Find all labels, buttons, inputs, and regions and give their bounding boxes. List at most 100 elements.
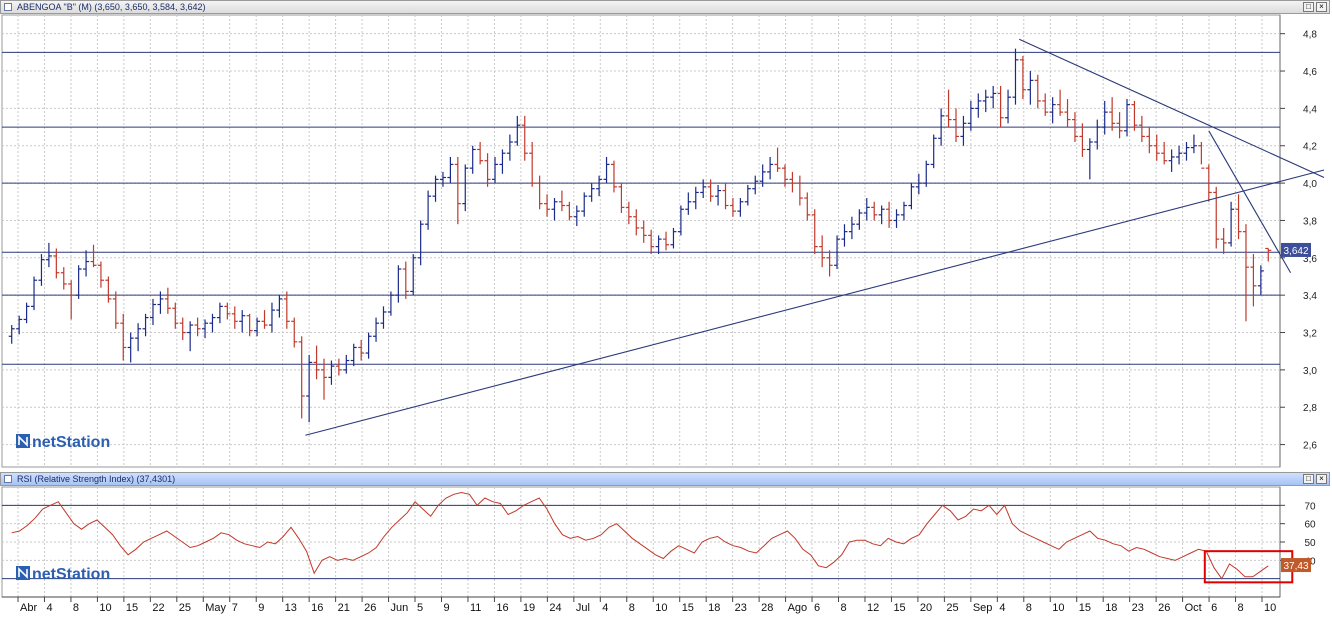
ohlc-bar: [492, 156, 499, 184]
ohlc-bar: [1131, 100, 1138, 131]
ohlc-bar: [1027, 71, 1034, 105]
ohlc-bar: [410, 254, 417, 296]
ohlc-bar: [558, 190, 565, 212]
x-tick-label: 20: [920, 602, 932, 614]
netstation-logo-main: netStation: [16, 434, 110, 451]
close-icon[interactable]: ×: [1316, 2, 1327, 12]
x-tick-label: 21: [338, 602, 350, 614]
ohlc-bar: [1205, 164, 1212, 202]
ohlc-bar: [848, 216, 855, 240]
ohlc-bar: [90, 244, 97, 268]
x-tick-label: 18: [708, 602, 720, 614]
ohlc-bar: [826, 250, 833, 277]
ohlc-bar: [960, 115, 967, 146]
x-tick-label: 25: [946, 602, 958, 614]
ohlc-bar: [276, 295, 283, 318]
x-tick-label: 4: [602, 602, 608, 614]
x-tick-label: 19: [523, 602, 535, 614]
ohlc-bar: [1235, 194, 1242, 240]
ohlc-bar: [373, 317, 380, 342]
x-tick-label: 6: [814, 602, 820, 614]
ohlc-bar: [38, 254, 45, 286]
ohlc-bar: [335, 358, 342, 376]
ohlc-bar: [603, 156, 610, 184]
price-last-value: 3,642: [1283, 246, 1308, 257]
ohlc-bar: [417, 220, 424, 266]
main-panel-titlebar: ABENGOA "B" (M) (3,650, 3,650, 3,584, 3,…: [0, 0, 1330, 14]
ohlc-bar: [380, 306, 387, 329]
ohlc-bar: [454, 156, 461, 225]
ohlc-bar: [982, 89, 989, 113]
netstation-logo-n-icon: [18, 567, 28, 579]
rsi-plot-area: [1, 486, 1281, 598]
window-icon: [4, 3, 12, 11]
x-tick-label: 23: [1132, 602, 1144, 614]
restore-icon[interactable]: □: [1303, 474, 1314, 484]
ohlc-bar: [685, 192, 692, 215]
ohlc-bar: [1116, 112, 1123, 139]
ohlc-bar: [1161, 142, 1168, 165]
x-tick-label: May: [205, 602, 226, 614]
ohlc-bar: [53, 248, 60, 279]
price-y-tick-label: 4,4: [1303, 104, 1317, 115]
price-plot-area: [1, 14, 1281, 468]
ohlc-bar: [1057, 89, 1064, 116]
ohlc-bar: [432, 175, 439, 202]
ohlc-bar: [715, 184, 722, 206]
ohlc-bar: [893, 209, 900, 228]
x-tick-label: 6: [1211, 602, 1217, 614]
ohlc-bar: [1183, 142, 1190, 161]
x-tick-label: 18: [1105, 602, 1117, 614]
ohlc-bar: [900, 201, 907, 221]
ohlc-bar: [216, 302, 223, 324]
ohlc-bar: [306, 354, 313, 423]
netstation-logo-text: netStation: [32, 434, 110, 451]
x-tick-label: 8: [1238, 602, 1244, 614]
ohlc-bar: [551, 198, 558, 221]
ohlc-bar: [811, 209, 818, 255]
x-axis-ticks: Abr 4 8 10 15 22 25 May 7 9 13 16 21 26 Jun 5 9 11 16 19 24 J…: [2, 596, 1280, 615]
ohlc-bar: [23, 302, 30, 324]
restore-icon[interactable]: □: [1303, 2, 1314, 12]
ohlc-bar: [804, 192, 811, 221]
ohlc-bar: [164, 287, 171, 314]
price-y-tick-label: 3,6: [1303, 254, 1317, 265]
ohlc-bar: [1019, 56, 1026, 100]
price-y-tick-label: 2,6: [1303, 441, 1317, 452]
ohlc-bar: [209, 313, 216, 333]
ohlc-bar: [640, 220, 647, 243]
price-y-tick-label: 4,0: [1303, 179, 1317, 190]
ohlc-bar: [618, 183, 625, 213]
x-tick-label: 22: [152, 602, 164, 614]
ohlc-bar: [819, 235, 826, 268]
price-y-tick-label: 4,8: [1303, 30, 1317, 41]
close-icon[interactable]: ×: [1316, 474, 1327, 484]
ohlc-bar: [358, 339, 365, 361]
rsi-last-value: 37,43: [1283, 561, 1308, 572]
rsi-line: [11, 491, 1269, 580]
ohlc-bar: [135, 323, 142, 352]
ohlc-bar: [462, 164, 469, 212]
x-tick-label: 15: [1079, 602, 1091, 614]
x-tick-label: 5: [417, 602, 423, 614]
ohlc-bar: [1086, 138, 1093, 180]
ohlc-bar: [990, 85, 997, 109]
rsi-y-tick-label: 60: [1304, 520, 1316, 531]
ohlc-bar: [149, 298, 156, 326]
ohlc-bar: [1042, 93, 1049, 116]
ohlc-bar: [967, 100, 974, 131]
ohlc-bar: [700, 179, 707, 199]
ohlc-bar: [60, 267, 67, 290]
ohlc-bar: [1176, 145, 1183, 165]
ohlc-bar: [1005, 89, 1012, 124]
ohlc-bar: [722, 183, 729, 210]
price-bars: [8, 48, 1272, 423]
x-tick-label: 15: [682, 602, 694, 614]
ohlc-bar: [834, 235, 841, 270]
ohlc-bar: [395, 265, 402, 303]
x-tick-label: Ago: [788, 602, 808, 614]
ohlc-bar: [68, 280, 75, 320]
ohlc-bar: [97, 261, 104, 288]
ohlc-bar: [841, 224, 848, 247]
